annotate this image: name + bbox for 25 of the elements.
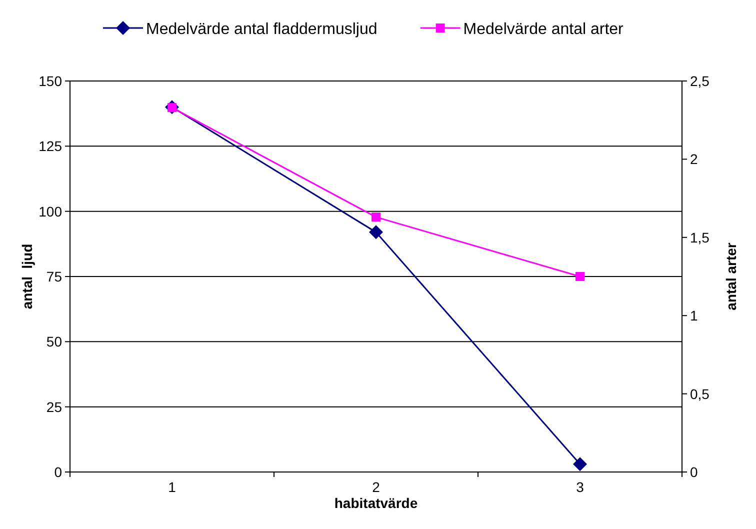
y-axis-title: antal ljud xyxy=(19,244,35,310)
y-tick-label: 100 xyxy=(38,203,62,220)
y-tick-label: 0 xyxy=(54,464,62,480)
x-tick-label: 3 xyxy=(576,479,584,495)
legend-label: Medelvärde antal arter xyxy=(463,21,624,38)
y2-tick-label: 1 xyxy=(690,308,698,324)
y-tick-label: 50 xyxy=(46,334,62,350)
y2-axis-title: antal arter xyxy=(723,242,739,310)
y2-tick-label: 0 xyxy=(690,464,698,480)
y-tick-label: 125 xyxy=(38,138,62,154)
point xyxy=(369,225,383,240)
y2-tick-label: 0,5 xyxy=(690,386,710,402)
point xyxy=(576,272,584,281)
y-tick-label: 150 xyxy=(38,73,62,89)
y-tick-label: 75 xyxy=(46,268,62,284)
y2-tick-label: 2,5 xyxy=(690,73,710,89)
legend-label: Medelvärde antal fladdermusljud xyxy=(146,21,378,38)
y-tick-label: 25 xyxy=(46,398,62,415)
y2-tick-label: 1,5 xyxy=(690,229,710,246)
point xyxy=(573,457,587,472)
x-tick-label: 1 xyxy=(168,479,176,495)
x-tick-label: 2 xyxy=(372,479,380,495)
point xyxy=(372,212,380,222)
y2-tick-label: 2 xyxy=(690,151,698,168)
x-axis-title: habitatvärde xyxy=(334,495,418,511)
